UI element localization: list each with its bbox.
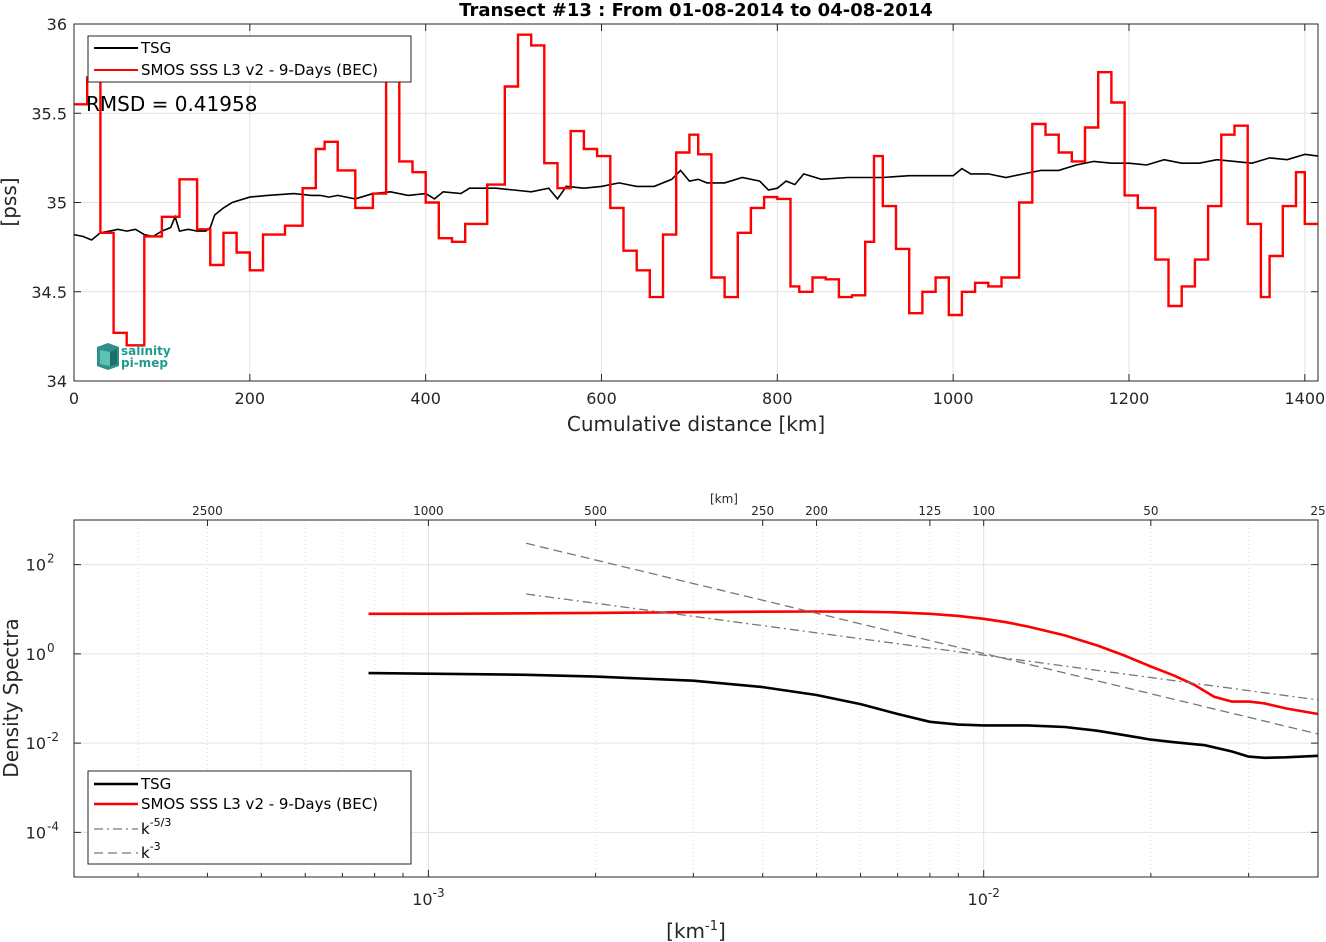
logo-text-line1: salinity [121,344,171,358]
y-tick-label: 10 [26,556,46,575]
tick-base: 10 [26,823,46,842]
x-tick-label: 10-2 [968,886,1000,909]
y-tick-exponent: 2 [47,552,55,566]
legend-label-smos-spectrum-line: SMOS SSS L3 v2 - 9-Days (BEC) [141,795,378,813]
legend-label-exponent: -3 [150,840,161,853]
x-axis-label-close: ] [718,919,726,942]
y-tick-exponent: 0 [47,641,55,655]
x-tick-label: 400 [410,389,441,408]
x-tick-label: 600 [586,389,617,408]
top-tick-label: 200 [805,504,828,518]
legend-label-base: TSG [140,775,171,793]
legend-label-k-5-3-slope-line: k-5/3 [141,816,171,838]
chart-title: Transect #13 : From 01-08-2014 to 04-08-… [459,0,933,21]
top-axis-label: [km] [710,492,738,506]
legend-label-base: k [141,820,150,838]
y-tick-label: 36 [47,15,67,34]
y-tick-label: 35 [47,194,67,213]
y-tick-label: 35.5 [31,104,67,123]
rmsd-annotation: RMSD = 0.41958 [86,92,257,116]
x-tick-label: 200 [235,389,266,408]
tick-base: 10 [26,645,46,664]
y-tick-label: 10 [26,734,46,753]
top-tick-label: 250 [751,504,774,518]
legend-label-tsg: TSG [140,39,171,57]
k-3-slope-line [526,542,1319,735]
x-tick-label: 0 [69,389,79,408]
top-plot-series [73,33,1319,347]
salinity-pi-mep-logo: salinity pi-mep [97,343,171,370]
top-tick-label: 100 [972,504,995,518]
y-tick-exponent: -4 [47,819,59,833]
y-axis-label-bottom: Density Spectra [0,618,23,777]
tick-base: 10 [26,734,46,753]
top-legend: TSG SMOS SSS L3 v2 - 9-Days (BEC) [87,35,412,83]
tick-base: 10 [26,556,46,575]
y-tick-label: 10 [26,823,46,842]
smos-line [74,33,1318,347]
y-tick-exponent: -2 [47,730,59,744]
smos-spectrum-line [368,610,1319,716]
legend-label-exponent: -5/3 [150,816,172,829]
tick-base: 10 [412,890,432,909]
x-tick-label: 1400 [1284,389,1325,408]
x-tick-label: 10-3 [412,886,444,909]
x-tick-label: 1000 [933,389,974,408]
x-axis-label-base: [km [666,919,705,942]
tick-base: 10 [968,890,988,909]
legend-label-tsg-spectrum-line: TSG [140,775,171,793]
tick-exponent: -3 [433,886,445,900]
top-tick-label: 500 [584,504,607,518]
x-axis-label: Cumulative distance [km] [567,412,825,436]
top-tick-label: 50 [1143,504,1158,518]
y-tick-label: 34 [47,372,67,391]
x-axis-label-exp: -1 [705,919,718,934]
legend-label-base: k [141,844,150,862]
legend-label-base: SMOS SSS L3 v2 - 9-Days (BEC) [141,795,378,813]
x-axis-label-bottom: [km-1] [666,919,726,942]
y-tick-label: 10 [26,645,46,664]
x-tick-label: 800 [762,389,793,408]
top-tick-label: 25 [1310,504,1325,518]
legend-label-k-3-slope-line: k-3 [141,840,161,862]
top-tick-label: 125 [918,504,941,518]
tsg-spectrum-line [368,671,1319,760]
top-plot-ticks: 0 200 400 600 800 1000 1200 1400 34 34.5 35 35.5 36 [31,15,1325,408]
logo-text-line2: pi-mep [121,356,168,370]
y-axis-label: [pss] [0,177,21,226]
bottom-plot-frame [73,519,1319,878]
y-tick-label: 34.5 [31,283,67,302]
bottom-plot-series [368,542,1319,760]
legend-label-smos: SMOS SSS L3 v2 - 9-Days (BEC) [141,61,378,79]
k-5-3-slope-line [526,593,1319,701]
tick-exponent: -2 [988,886,1000,900]
top-tick-label: 2500 [192,504,223,518]
x-tick-label: 1200 [1109,389,1150,408]
top-tick-label: 1000 [413,504,444,518]
